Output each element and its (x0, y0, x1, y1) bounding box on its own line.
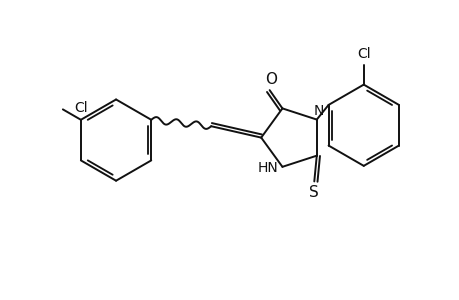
Text: Cl: Cl (73, 101, 87, 116)
Text: Cl: Cl (356, 47, 370, 61)
Text: N: N (313, 103, 324, 118)
Text: O: O (264, 72, 276, 87)
Text: S: S (309, 185, 319, 200)
Text: HN: HN (257, 161, 277, 175)
